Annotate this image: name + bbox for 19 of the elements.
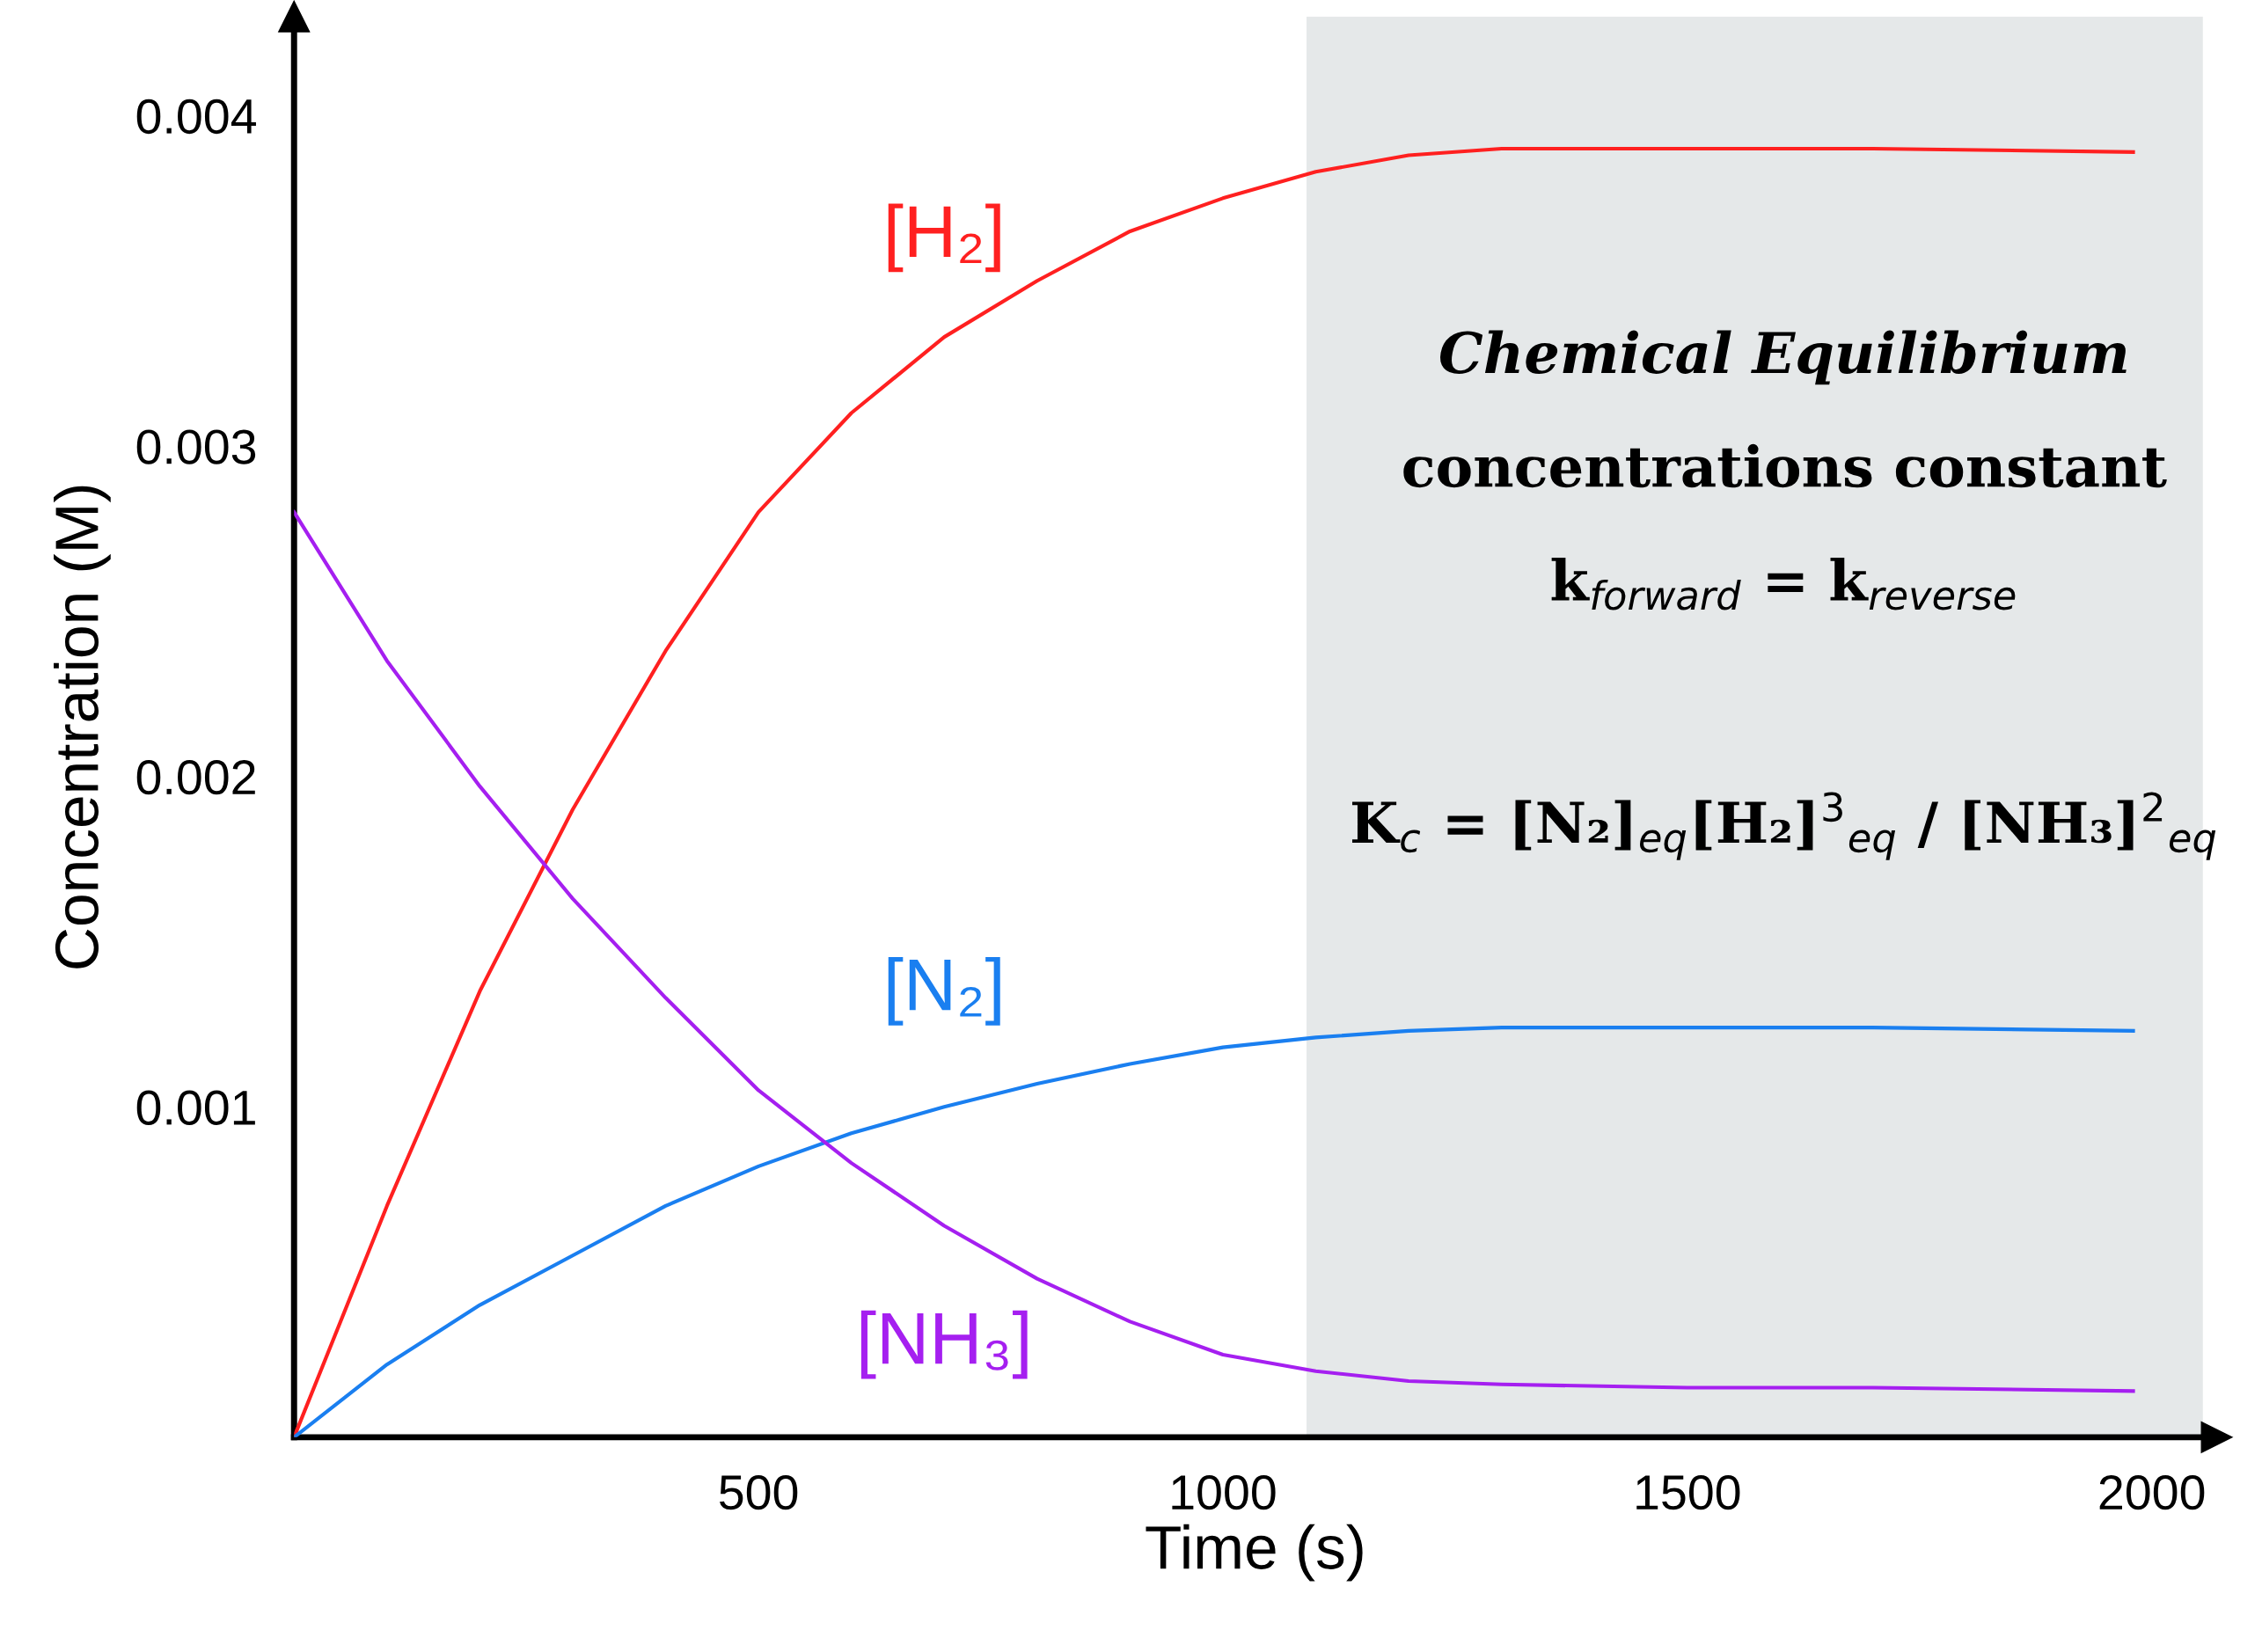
annotation: k$_{forward}$ = k$_{reverse}$ <box>1551 557 2016 610</box>
annotation: concentrations constant <box>1403 443 2167 488</box>
series-label: [N₂] <box>888 956 1000 1026</box>
x-tick-label: 2000 <box>2099 1474 2205 1510</box>
y-tick-label: 0.002 <box>136 760 255 795</box>
annotation: Chemical Equilibrium <box>1440 330 2127 385</box>
text: K$_{c}$ = [N₂]$_{eq}$[H₂]$^{3}$$_{eq}$ / [NH₃]$^{2}$$_{eq}$ <box>1352 792 2216 860</box>
x-tick-label: 1500 <box>1636 1474 1740 1510</box>
line-series <box>294 1026 2135 1437</box>
x-axis-title: Time (s) <box>1146 1524 1363 1582</box>
line-series <box>294 510 2135 1393</box>
y-tick-label: 0.003 <box>136 429 256 464</box>
series-label: [NH₃] <box>860 1310 1028 1379</box>
x-tick-label: 500 <box>719 1474 798 1510</box>
y-tick-label: 0.004 <box>136 99 256 135</box>
y-axis-title: Concentration (M) <box>54 486 111 969</box>
series-label: [H₂] <box>888 203 1000 273</box>
y-tick-label: 0.001 <box>136 1090 255 1125</box>
x-tick-label: 1000 <box>1172 1474 1276 1510</box>
